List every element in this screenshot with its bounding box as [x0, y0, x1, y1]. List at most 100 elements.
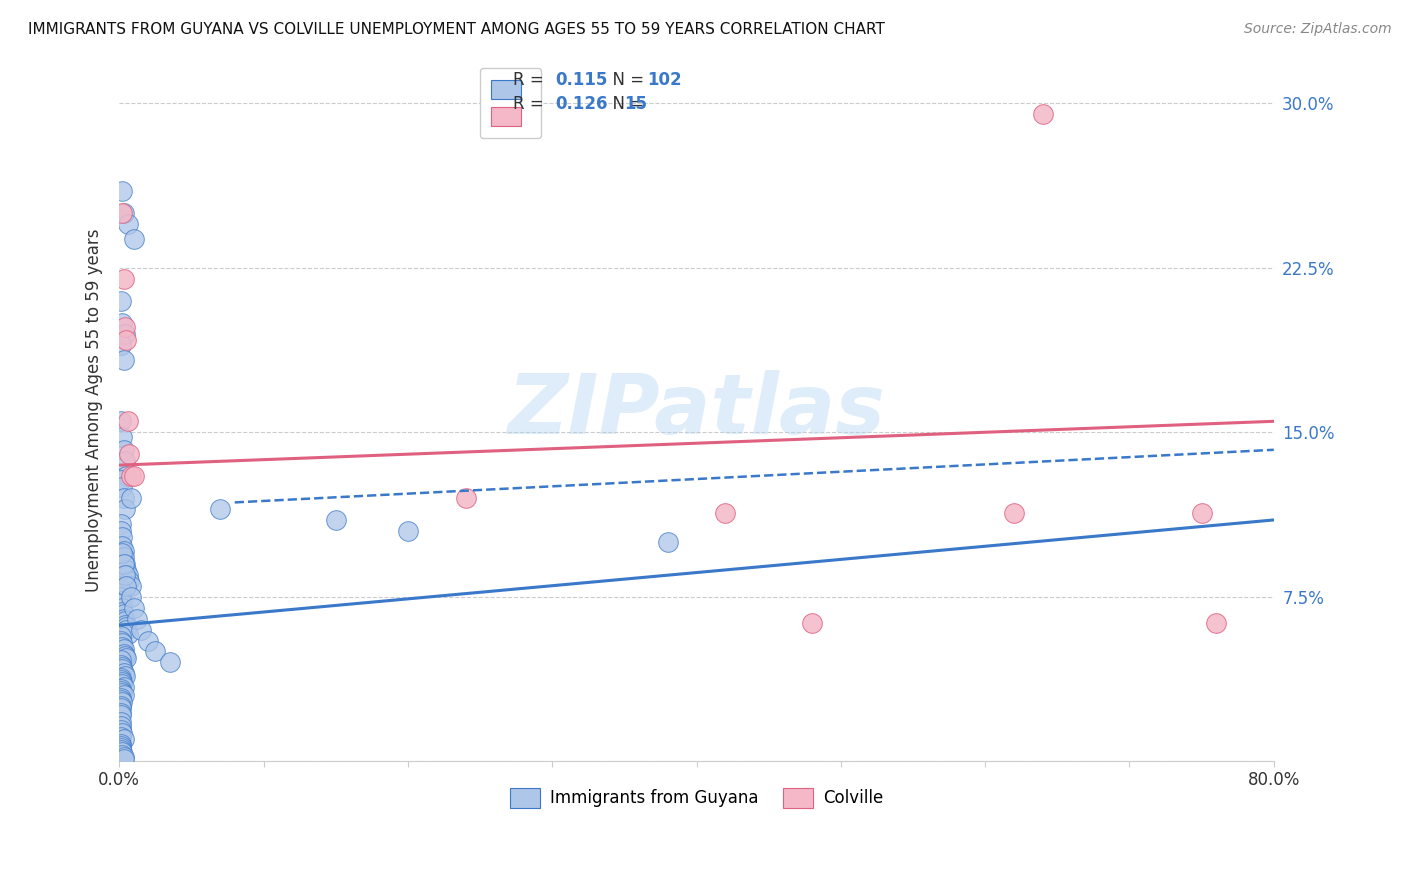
Text: R =: R = — [513, 95, 550, 113]
Point — [110, 337, 132, 351]
Point — [112, 689, 135, 703]
Point — [120, 491, 142, 505]
Point — [111, 480, 134, 494]
Point — [114, 326, 136, 341]
Point — [110, 583, 132, 598]
Point — [114, 614, 136, 628]
Point — [114, 567, 136, 582]
Point — [110, 474, 132, 488]
Point — [112, 491, 135, 505]
Point — [1205, 615, 1227, 630]
Point — [122, 232, 145, 246]
Point — [110, 671, 132, 685]
Text: Source: ZipAtlas.com: Source: ZipAtlas.com — [1244, 22, 1392, 37]
Point — [120, 469, 142, 483]
Text: 0.115: 0.115 — [555, 71, 607, 89]
Point — [114, 320, 136, 334]
Point — [111, 636, 134, 650]
Point — [115, 579, 138, 593]
Point — [111, 316, 134, 330]
Point — [112, 352, 135, 367]
Point — [110, 293, 132, 308]
Point — [110, 740, 132, 755]
Point — [110, 714, 132, 729]
Point — [111, 206, 134, 220]
Point — [112, 611, 135, 625]
Point — [112, 442, 135, 457]
Point — [112, 557, 135, 571]
Point — [143, 644, 166, 658]
Point — [118, 574, 141, 589]
Point — [111, 531, 134, 545]
Point — [114, 557, 136, 571]
Point — [112, 732, 135, 747]
Point — [117, 627, 139, 641]
Point — [110, 524, 132, 538]
Point — [117, 217, 139, 231]
Point — [111, 184, 134, 198]
Point — [112, 607, 135, 622]
Point — [110, 657, 132, 672]
Point — [111, 600, 134, 615]
Point — [110, 692, 132, 706]
Point — [111, 677, 134, 691]
Point — [129, 623, 152, 637]
Point — [110, 706, 132, 720]
Point — [111, 747, 134, 762]
Point — [1191, 507, 1213, 521]
Point — [111, 695, 134, 709]
Point — [115, 651, 138, 665]
Point — [112, 666, 135, 681]
Point — [110, 590, 132, 604]
Point — [110, 633, 132, 648]
Point — [111, 725, 134, 739]
Point — [325, 513, 347, 527]
Point — [111, 660, 134, 674]
Point — [117, 414, 139, 428]
Point — [110, 743, 132, 757]
Point — [114, 502, 136, 516]
Point — [110, 673, 132, 687]
Point — [112, 752, 135, 766]
Point — [112, 272, 135, 286]
Text: N =: N = — [602, 95, 650, 113]
Text: 15: 15 — [624, 95, 647, 113]
Point — [396, 524, 419, 538]
Point — [112, 550, 135, 565]
Point — [110, 653, 132, 667]
Legend: Immigrants from Guyana, Colville: Immigrants from Guyana, Colville — [502, 780, 891, 816]
Point — [115, 623, 138, 637]
Point — [657, 534, 679, 549]
Point — [111, 640, 134, 654]
Point — [111, 686, 134, 700]
Point — [111, 745, 134, 759]
Point — [110, 719, 132, 733]
Point — [136, 633, 159, 648]
Point — [159, 656, 181, 670]
Point — [122, 600, 145, 615]
Point — [112, 543, 135, 558]
Point — [110, 699, 132, 714]
Point — [122, 469, 145, 483]
Point — [110, 681, 132, 696]
Point — [1032, 107, 1054, 121]
Point — [111, 546, 134, 560]
Point — [118, 447, 141, 461]
Point — [209, 502, 232, 516]
Point — [110, 701, 132, 715]
Point — [115, 469, 138, 483]
Point — [112, 647, 135, 661]
Point — [110, 629, 132, 643]
Text: IMMIGRANTS FROM GUYANA VS COLVILLE UNEMPLOYMENT AMONG AGES 55 TO 59 YEARS CORREL: IMMIGRANTS FROM GUYANA VS COLVILLE UNEMP… — [28, 22, 884, 37]
Point — [114, 668, 136, 682]
Point — [114, 648, 136, 663]
Point — [110, 690, 132, 705]
Point — [111, 596, 134, 610]
Point — [115, 620, 138, 634]
Point — [110, 730, 132, 744]
Point — [120, 590, 142, 604]
Point — [114, 618, 136, 632]
Point — [111, 675, 134, 690]
Point — [111, 605, 134, 619]
Text: ZIPatlas: ZIPatlas — [508, 370, 886, 450]
